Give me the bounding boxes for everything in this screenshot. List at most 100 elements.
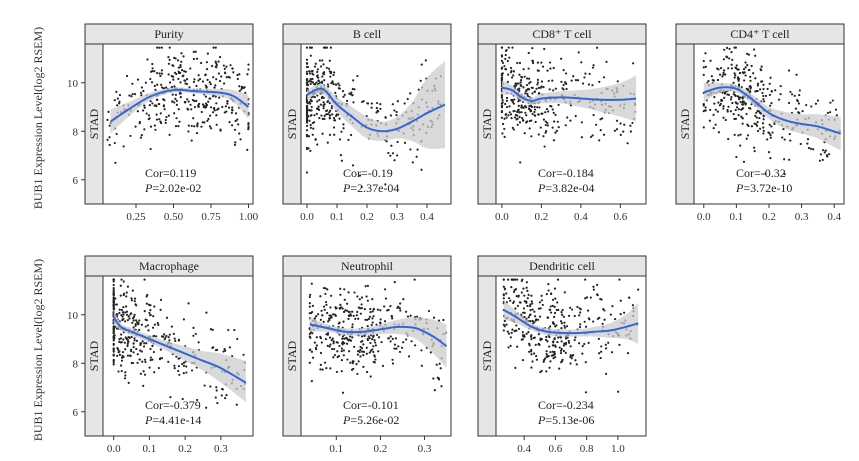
data-point <box>351 310 354 313</box>
data-point <box>326 332 330 335</box>
data-point <box>724 73 727 76</box>
data-point <box>756 120 759 124</box>
data-point <box>541 303 544 307</box>
data-point <box>322 63 325 66</box>
data-point <box>554 344 557 347</box>
data-point <box>216 108 219 111</box>
data-point <box>374 344 377 347</box>
x-tick-label: 0.4 <box>574 211 588 223</box>
data-point <box>546 124 549 127</box>
data-point <box>177 71 181 75</box>
data-point <box>729 110 732 113</box>
data-point <box>538 106 541 109</box>
data-point <box>595 123 598 126</box>
data-point <box>350 91 353 94</box>
data-point <box>160 83 163 86</box>
data-point <box>560 360 564 363</box>
data-point <box>740 115 743 118</box>
data-point <box>768 82 771 85</box>
x-tick-label: 0.1 <box>330 211 344 223</box>
data-point <box>319 337 322 340</box>
data-point <box>356 310 359 314</box>
data-point <box>127 315 130 318</box>
data-point <box>373 339 376 342</box>
data-point <box>115 132 118 136</box>
x-tick-label: 0.75 <box>201 211 221 223</box>
data-point <box>372 335 375 338</box>
data-point <box>344 336 348 340</box>
data-point <box>739 133 742 136</box>
data-point <box>631 304 635 307</box>
data-point <box>203 384 206 387</box>
data-point <box>179 63 182 67</box>
data-point <box>537 113 540 116</box>
data-point <box>174 124 178 128</box>
data-point <box>163 108 166 111</box>
data-point <box>384 297 388 300</box>
data-point <box>322 96 325 99</box>
data-point <box>565 87 568 91</box>
data-point <box>236 118 239 121</box>
data-point <box>525 286 528 289</box>
data-point <box>741 107 745 110</box>
data-point <box>533 110 536 114</box>
data-point <box>179 96 182 99</box>
data-point <box>415 155 418 158</box>
data-point <box>320 309 323 312</box>
data-point <box>580 121 583 124</box>
data-point <box>592 288 595 291</box>
data-point <box>332 116 336 120</box>
x-tick-label: 0.6 <box>613 211 627 223</box>
data-point <box>599 118 602 121</box>
data-point <box>124 374 127 377</box>
data-point <box>557 308 560 312</box>
data-point <box>307 135 311 138</box>
data-point <box>126 319 129 322</box>
data-point <box>834 108 838 111</box>
data-point <box>503 288 507 291</box>
correlation-label: Cor=-0.234 <box>538 398 594 412</box>
data-point <box>113 334 116 337</box>
data-point <box>617 390 620 393</box>
data-point <box>351 362 354 365</box>
data-point <box>738 98 741 101</box>
data-point <box>128 94 131 97</box>
data-point <box>331 337 334 340</box>
side-strip-label: STAD <box>87 340 101 371</box>
data-point <box>193 99 196 103</box>
data-point <box>365 352 368 355</box>
data-point <box>308 361 311 364</box>
data-point <box>599 356 602 360</box>
data-point <box>530 300 533 303</box>
data-point <box>159 357 162 360</box>
data-point <box>319 368 322 371</box>
data-point <box>328 114 332 117</box>
x-tick-label: 1.0 <box>611 443 625 455</box>
data-point <box>305 99 309 102</box>
data-point <box>173 85 176 88</box>
confidence-band <box>113 309 246 403</box>
data-point <box>325 333 328 336</box>
data-point <box>598 352 601 355</box>
data-point <box>233 143 237 147</box>
data-point <box>510 76 514 79</box>
data-point <box>619 312 622 316</box>
data-point <box>305 106 309 110</box>
data-point <box>231 109 234 112</box>
data-point <box>614 317 617 321</box>
data-point <box>500 54 504 57</box>
data-point <box>204 102 208 105</box>
data-point <box>305 108 309 111</box>
data-point <box>138 319 141 322</box>
data-point <box>505 323 508 326</box>
data-point <box>509 113 513 116</box>
data-point <box>180 68 184 72</box>
data-point <box>116 104 119 107</box>
data-point <box>437 378 441 381</box>
data-point <box>798 89 801 92</box>
data-point <box>129 313 132 316</box>
data-point <box>546 121 549 125</box>
data-point <box>500 76 504 79</box>
data-point <box>409 92 412 95</box>
